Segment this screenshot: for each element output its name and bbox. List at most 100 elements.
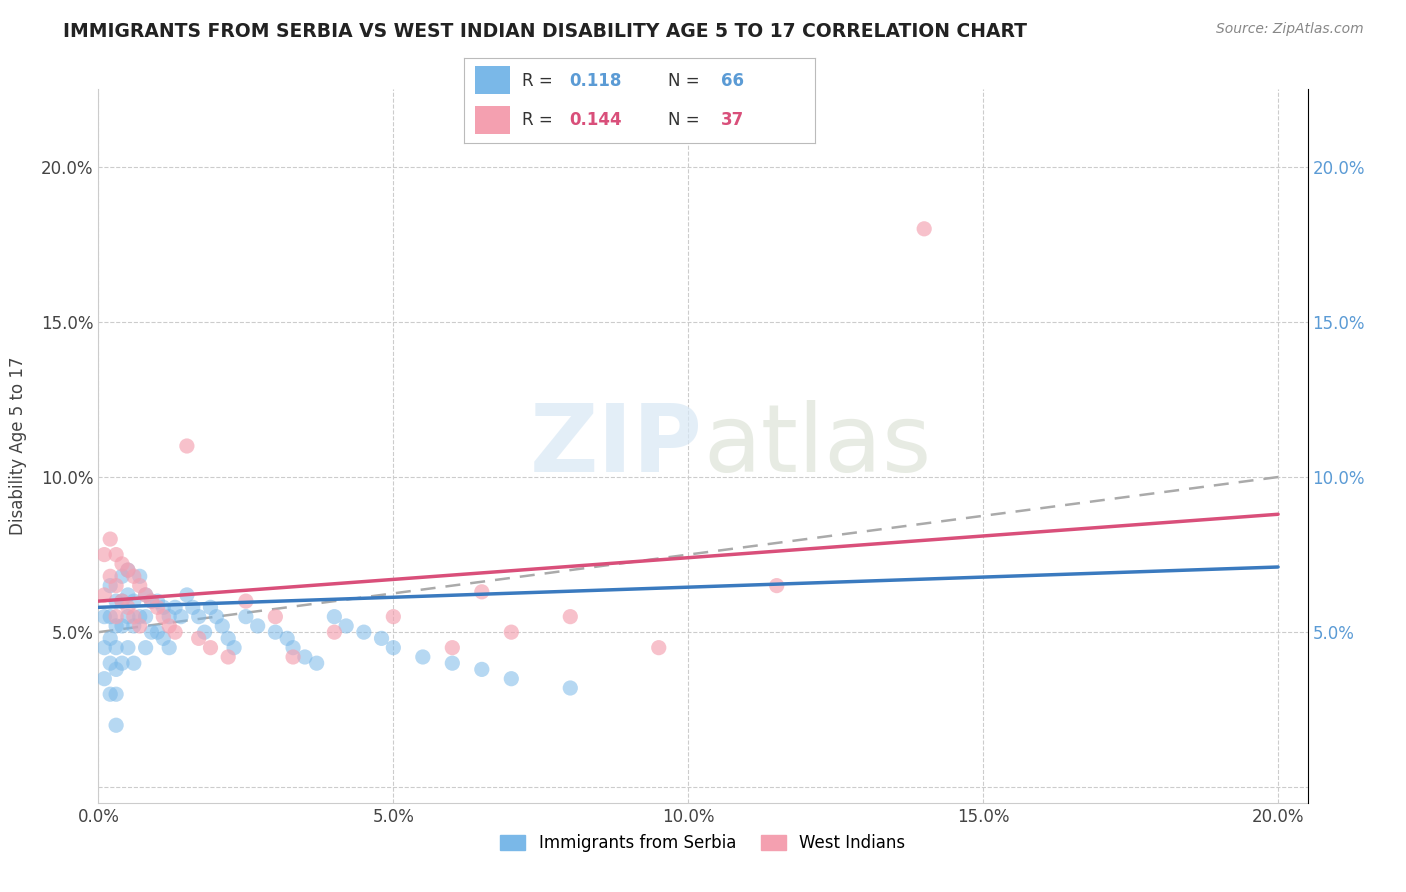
- Point: [141, 625, 163, 640]
- Point: [187, 609, 209, 624]
- Point: [122, 619, 145, 633]
- Point: [323, 625, 346, 640]
- Point: [128, 579, 150, 593]
- Point: [170, 609, 193, 624]
- Point: [98, 532, 121, 546]
- Point: [217, 632, 239, 646]
- Point: [117, 609, 139, 624]
- Text: N =: N =: [668, 111, 704, 128]
- Point: [181, 600, 204, 615]
- Point: [117, 588, 139, 602]
- Point: [105, 619, 128, 633]
- Point: [117, 563, 139, 577]
- Point: [211, 619, 233, 633]
- Point: [765, 579, 787, 593]
- Point: [93, 640, 115, 655]
- Point: [176, 588, 198, 602]
- Text: atlas: atlas: [703, 400, 931, 492]
- Point: [98, 579, 121, 593]
- Point: [135, 588, 157, 602]
- Point: [111, 594, 134, 608]
- Text: R =: R =: [522, 72, 558, 90]
- Point: [264, 609, 287, 624]
- Point: [441, 656, 464, 670]
- Point: [117, 563, 139, 577]
- Point: [111, 656, 134, 670]
- Point: [105, 718, 128, 732]
- Point: [98, 687, 121, 701]
- Point: [217, 650, 239, 665]
- Point: [194, 625, 217, 640]
- Point: [146, 625, 169, 640]
- Point: [200, 600, 222, 615]
- Point: [157, 640, 180, 655]
- Text: ZIP: ZIP: [530, 400, 703, 492]
- Point: [560, 609, 582, 624]
- Bar: [475, 106, 510, 134]
- Point: [157, 609, 180, 624]
- Point: [141, 594, 163, 608]
- Point: [335, 619, 357, 633]
- Point: [157, 619, 180, 633]
- Point: [105, 662, 128, 676]
- Point: [441, 640, 464, 655]
- Point: [281, 640, 304, 655]
- Point: [141, 594, 163, 608]
- Point: [105, 579, 128, 593]
- Legend: Immigrants from Serbia, West Indians: Immigrants from Serbia, West Indians: [494, 828, 912, 859]
- Point: [200, 640, 222, 655]
- Point: [152, 609, 174, 624]
- Point: [235, 609, 257, 624]
- Point: [105, 640, 128, 655]
- Point: [471, 662, 494, 676]
- Point: [412, 650, 434, 665]
- Point: [648, 640, 671, 655]
- Point: [122, 569, 145, 583]
- Point: [294, 650, 316, 665]
- Point: [176, 439, 198, 453]
- Text: 0.118: 0.118: [569, 72, 621, 90]
- Text: IMMIGRANTS FROM SERBIA VS WEST INDIAN DISABILITY AGE 5 TO 17 CORRELATION CHART: IMMIGRANTS FROM SERBIA VS WEST INDIAN DI…: [63, 22, 1028, 41]
- Point: [128, 619, 150, 633]
- Point: [276, 632, 298, 646]
- Point: [105, 687, 128, 701]
- Point: [93, 672, 115, 686]
- Point: [111, 619, 134, 633]
- Text: 0.144: 0.144: [569, 111, 621, 128]
- Point: [122, 656, 145, 670]
- Point: [323, 609, 346, 624]
- Point: [98, 569, 121, 583]
- Point: [135, 588, 157, 602]
- Point: [501, 672, 523, 686]
- Point: [501, 625, 523, 640]
- Point: [111, 594, 134, 608]
- Point: [128, 609, 150, 624]
- Point: [111, 557, 134, 571]
- Point: [382, 640, 405, 655]
- Point: [165, 625, 187, 640]
- Point: [222, 640, 245, 655]
- Point: [264, 625, 287, 640]
- Point: [105, 609, 128, 624]
- Point: [117, 640, 139, 655]
- Point: [135, 609, 157, 624]
- Point: [93, 548, 115, 562]
- Point: [98, 656, 121, 670]
- Point: [281, 650, 304, 665]
- Text: R =: R =: [522, 111, 558, 128]
- Point: [165, 600, 187, 615]
- Point: [205, 609, 228, 624]
- Point: [93, 588, 115, 602]
- Point: [105, 548, 128, 562]
- Point: [912, 222, 935, 236]
- Point: [105, 594, 128, 608]
- Point: [98, 609, 121, 624]
- Point: [117, 600, 139, 615]
- Bar: [475, 67, 510, 95]
- Point: [122, 594, 145, 608]
- Text: N =: N =: [668, 72, 704, 90]
- Point: [187, 632, 209, 646]
- Text: 37: 37: [721, 111, 744, 128]
- Point: [152, 600, 174, 615]
- Point: [98, 632, 121, 646]
